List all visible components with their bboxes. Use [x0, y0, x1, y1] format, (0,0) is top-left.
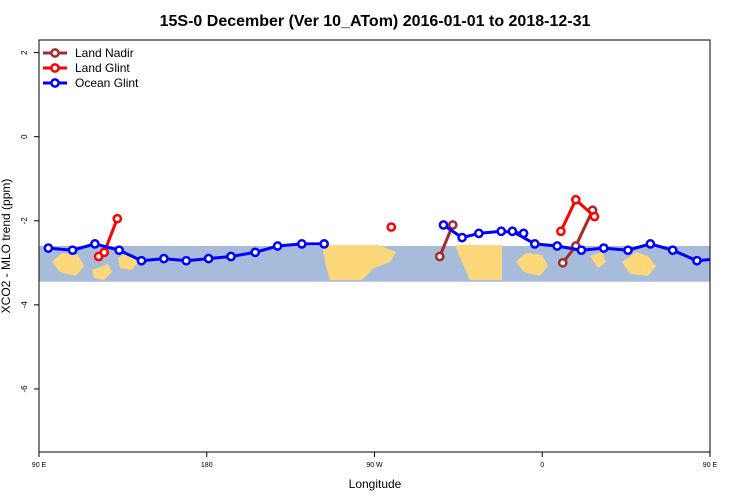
y-tick-label: 2: [20, 50, 29, 55]
legend-item-ocean-glint: Ocean Glint: [43, 76, 139, 90]
data-point-ocean-glint: [438, 220, 449, 230]
legend-marker: [50, 48, 60, 58]
data-point-ocean-glint: [272, 241, 283, 251]
data-point-ocean-glint: [319, 239, 330, 249]
data-point-land-nadir: [434, 251, 445, 262]
y-tick-label: -6: [20, 385, 29, 393]
data-point-ocean-glint: [716, 255, 723, 262]
y-axis-label: XCO2 - MLO trend (ppm): [0, 179, 13, 314]
data-point-land-nadir: [557, 257, 568, 268]
data-point-ocean-glint: [226, 251, 236, 262]
land-africa: [455, 245, 502, 280]
y-tick-label: -2: [20, 217, 29, 225]
legend-marker: [50, 63, 60, 73]
series-land-glint: [93, 194, 600, 262]
legend-marker: [50, 78, 60, 88]
x-tick-label: 90 W: [366, 462, 383, 469]
data-point-ocean-glint: [67, 245, 78, 256]
legend-item-land-glint: Land Glint: [43, 61, 130, 75]
data-point-ocean-glint: [296, 239, 307, 249]
series-land-nadir: [434, 205, 598, 268]
x-axis-label: Longitude: [349, 477, 402, 491]
legend-label: Ocean Glint: [75, 76, 139, 90]
data-point-ocean-glint: [623, 245, 633, 256]
data-point-ocean-glint: [457, 232, 467, 243]
x-tick-label: 180: [201, 462, 213, 469]
data-point-land-glint: [386, 222, 397, 232]
data-point-land-glint: [556, 226, 566, 237]
data-point-land-glint: [112, 213, 123, 224]
legend-label: Land Glint: [75, 61, 130, 75]
legend-item-land-nadir: Land Nadir: [43, 46, 134, 60]
data-point-ocean-glint: [203, 253, 214, 264]
land-australasia: [52, 252, 138, 280]
data-point-ocean-glint: [114, 245, 124, 256]
data-point-ocean-glint: [90, 239, 100, 249]
data-point-ocean-glint: [518, 228, 529, 239]
map-band: [39, 245, 710, 282]
x-axis: 90 E 180 90 W 0 90 E: [32, 452, 718, 469]
data-point-ocean-glint: [529, 239, 540, 249]
data-point-ocean-glint: [136, 255, 147, 266]
land-south-america: [322, 245, 396, 280]
data-point-ocean-glint: [667, 245, 678, 256]
series-ocean-glint: [43, 220, 723, 266]
data-point-land-glint: [99, 247, 110, 258]
legend-label: Land Nadir: [75, 46, 134, 60]
land-band: [52, 245, 656, 280]
data-point-ocean-glint: [159, 253, 169, 264]
chart-title: 15S-0 December (Ver 10_ATom) 2016-01-01 …: [160, 13, 591, 30]
x-tick-label: 90 E: [32, 462, 47, 469]
x-tick-label: 90 E: [703, 462, 718, 469]
data-point-ocean-glint: [576, 245, 587, 256]
series-line-ocean-glint: [511, 229, 710, 263]
data-point-land-glint: [570, 194, 581, 205]
data-point-ocean-glint: [496, 226, 507, 237]
data-point-ocean-glint: [43, 243, 54, 253]
data-point-ocean-glint: [645, 239, 656, 249]
land-australasia-repeat: [516, 252, 656, 276]
data-point-land-nadir: [447, 220, 458, 230]
data-point-ocean-glint: [507, 226, 518, 237]
data-point-ocean-glint: [250, 247, 261, 258]
y-axis: 2 0 -2 -4 -6: [20, 50, 39, 393]
y-tick-label: -4: [20, 301, 29, 309]
y-tick-label: 0: [20, 134, 29, 139]
data-point-ocean-glint: [552, 241, 563, 251]
x-tick-label: 0: [540, 462, 544, 469]
data-point-ocean-glint: [598, 243, 609, 253]
series-layer: [43, 194, 723, 268]
data-point-ocean-glint: [181, 255, 192, 266]
data-point-ocean-glint: [692, 255, 702, 266]
data-point-ocean-glint: [474, 228, 484, 239]
data-point-land-glint: [589, 211, 600, 222]
